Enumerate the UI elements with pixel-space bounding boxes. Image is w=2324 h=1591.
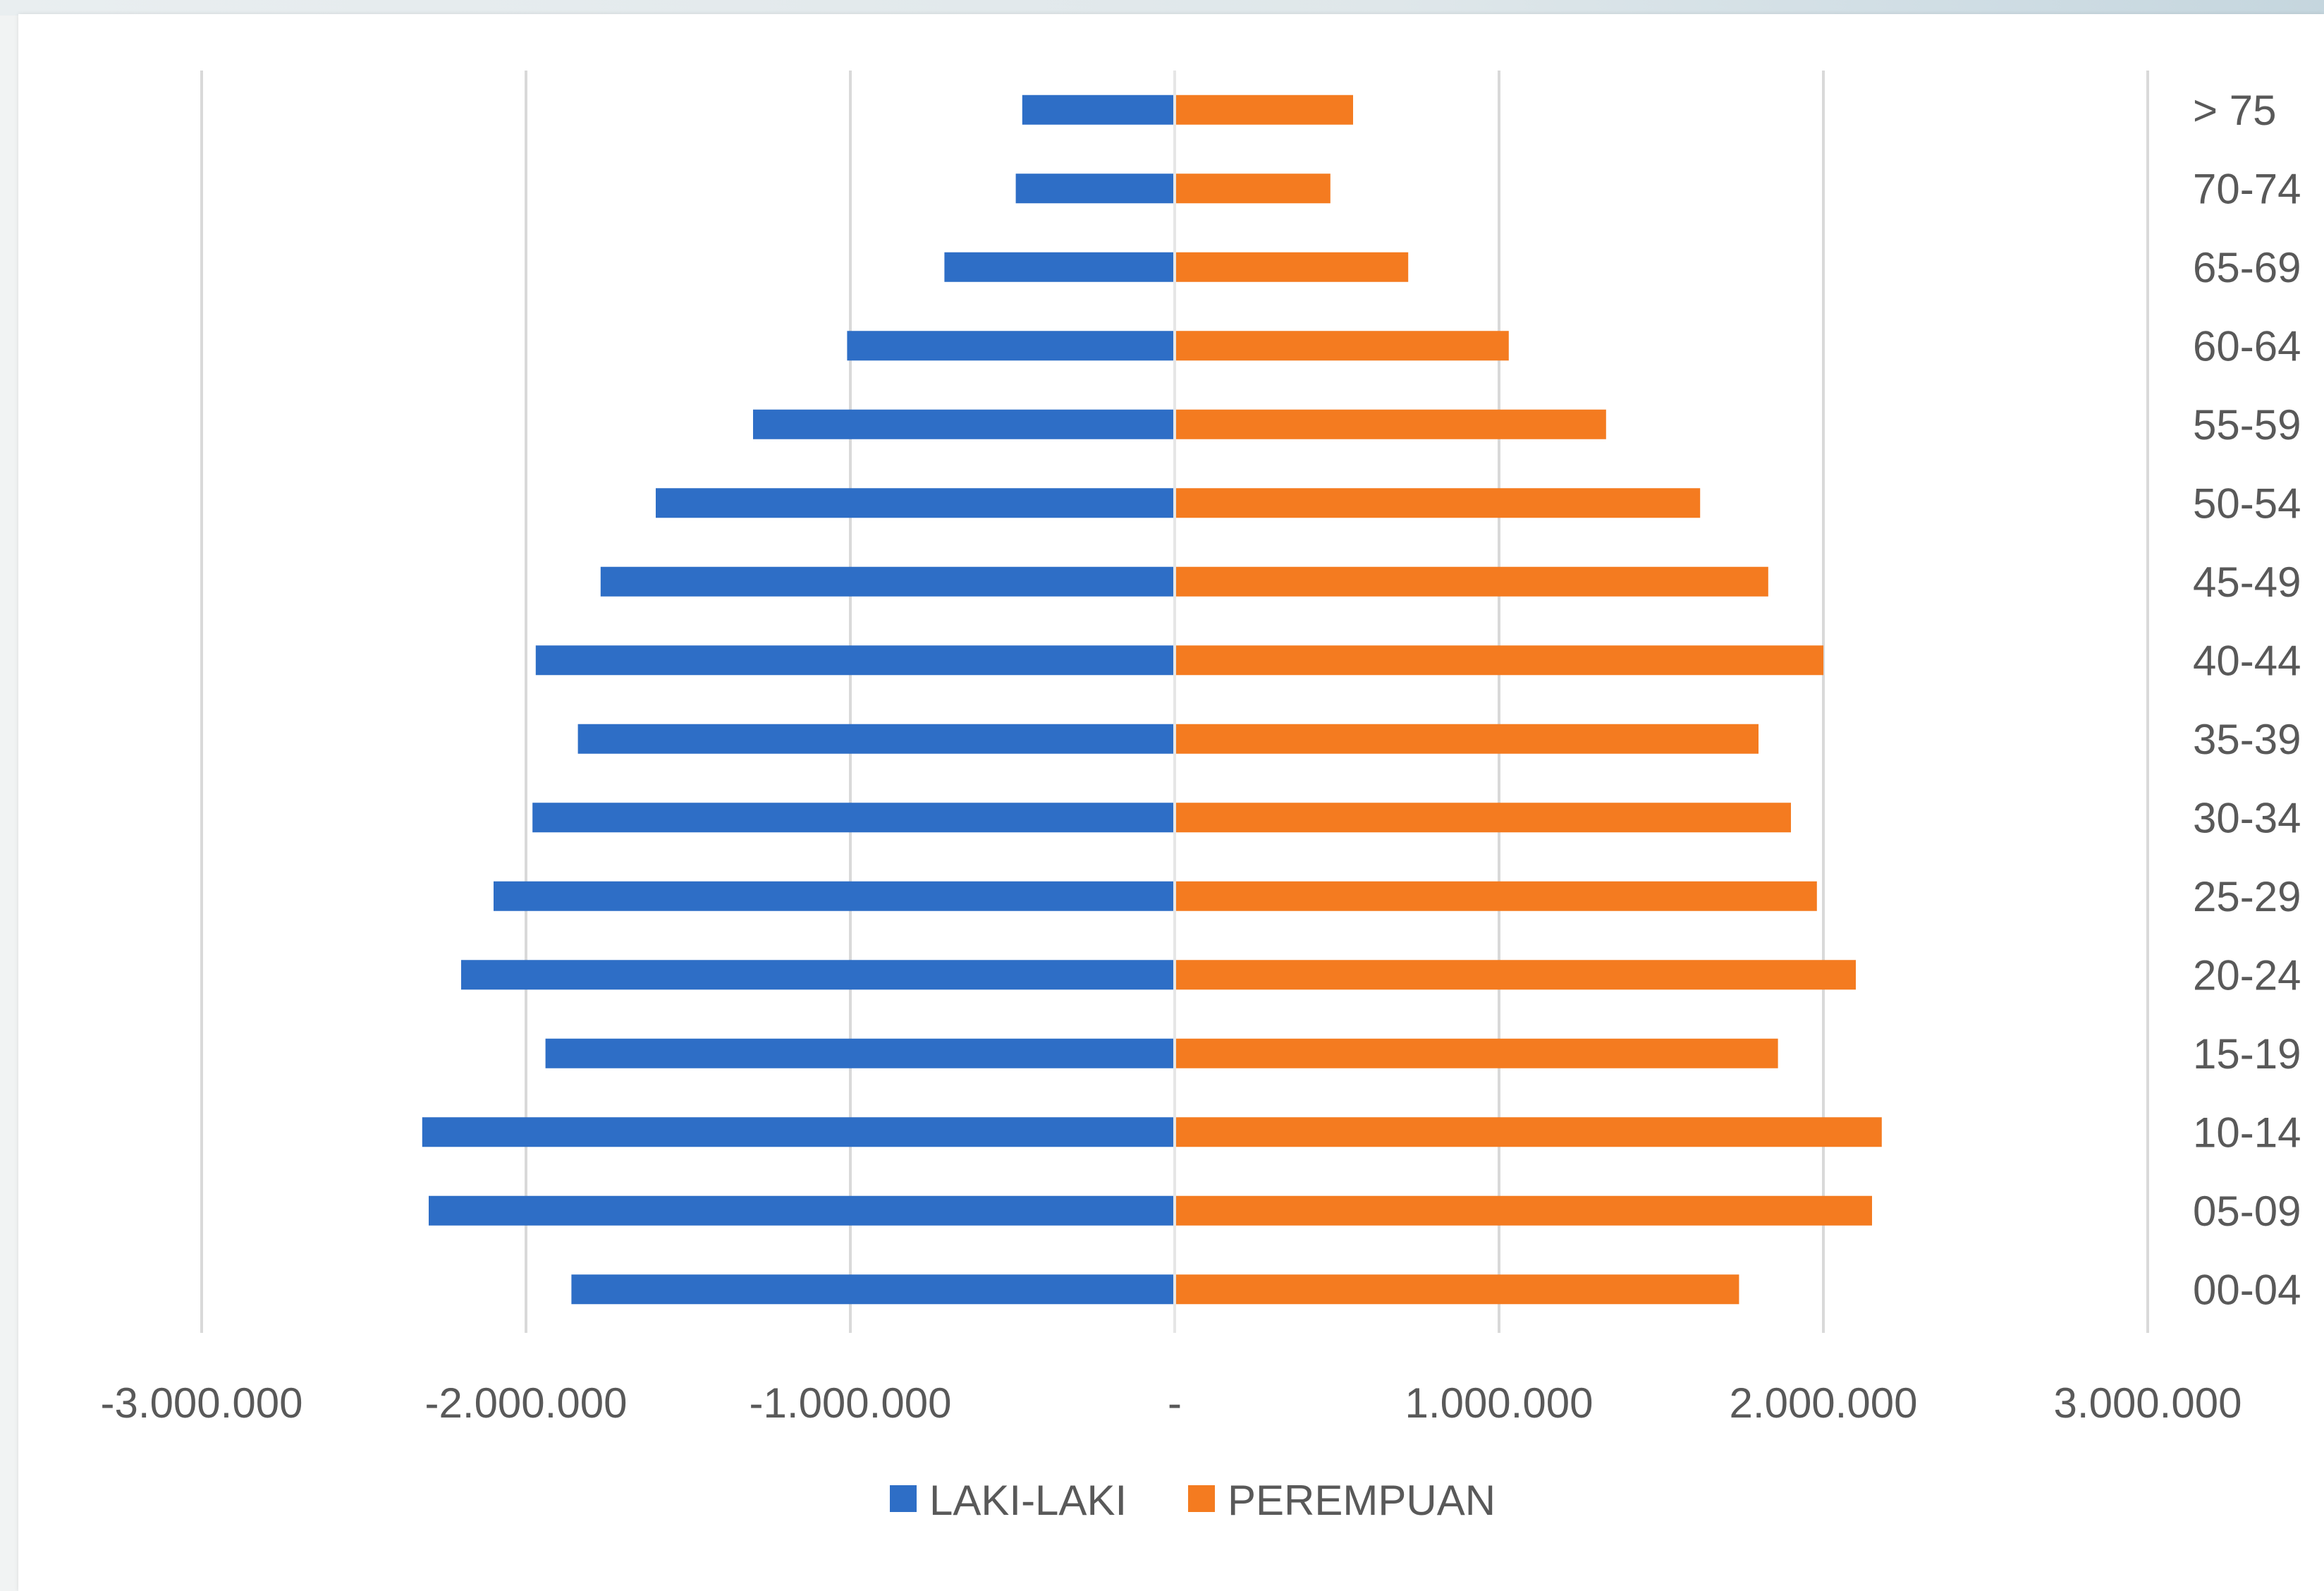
bar-perempuan-75 <box>1175 95 1353 125</box>
bar-laki-laki-4549 <box>600 566 1175 597</box>
bar-perempuan-4044 <box>1175 645 1823 676</box>
category-label: 60-64 <box>2193 322 2301 370</box>
bar-perempuan-4549 <box>1175 566 1768 597</box>
category-label: 25-29 <box>2193 873 2301 920</box>
category-label: > 75 <box>2193 87 2276 134</box>
legend-swatch-perempuan <box>1188 1485 1215 1512</box>
category-label: 10-14 <box>2193 1109 2301 1156</box>
legend-label-laki-laki: LAKI-LAKI <box>929 1477 1127 1524</box>
window-top-strip <box>0 0 2324 16</box>
x-tick-label: - <box>1168 1379 1182 1427</box>
bar-perempuan-3539 <box>1175 724 1759 754</box>
bar-laki-laki-3539 <box>577 724 1175 754</box>
legend-swatch-laki-laki <box>890 1485 917 1512</box>
bar-laki-laki-5054 <box>656 488 1175 518</box>
bar-laki-laki-4044 <box>535 645 1175 676</box>
bar-perempuan-0004 <box>1175 1274 1739 1305</box>
category-label: 65-69 <box>2193 244 2301 291</box>
category-label: 15-19 <box>2193 1030 2301 1078</box>
bar-laki-laki-6064 <box>847 331 1175 361</box>
bar-perempuan-6569 <box>1175 252 1409 282</box>
bar-perempuan-1519 <box>1175 1038 1778 1068</box>
bar-laki-laki-0509 <box>429 1195 1175 1226</box>
category-label: 00-04 <box>2193 1266 2301 1313</box>
bar-laki-laki-1519 <box>545 1038 1175 1068</box>
bar-perempuan-6064 <box>1175 331 1509 361</box>
bar-laki-laki-2529 <box>494 881 1175 911</box>
x-tick-label: -2.000.000 <box>425 1379 628 1427</box>
category-label: 20-24 <box>2193 951 2301 999</box>
bar-laki-laki-0004 <box>571 1274 1175 1305</box>
category-label: 35-39 <box>2193 716 2301 763</box>
bar-perempuan-2024 <box>1175 960 1856 990</box>
bar-laki-laki-75 <box>1022 95 1175 125</box>
bar-laki-laki-2024 <box>461 960 1175 990</box>
category-label: 55-59 <box>2193 401 2301 449</box>
category-label: 05-09 <box>2193 1188 2301 1235</box>
bar-perempuan-5559 <box>1175 409 1606 439</box>
bar-perempuan-7074 <box>1175 173 1331 204</box>
category-label: 70-74 <box>2193 165 2301 212</box>
legend-label-perempuan: PEREMPUAN <box>1228 1477 1496 1524</box>
x-tick-label: 1.000.000 <box>1405 1379 1594 1427</box>
category-label: 30-34 <box>2193 794 2301 841</box>
bar-laki-laki-3034 <box>532 803 1175 833</box>
x-tick-label: -1.000.000 <box>750 1379 952 1427</box>
bar-laki-laki-6569 <box>944 252 1175 282</box>
x-tick-label: 3.000.000 <box>2054 1379 2242 1427</box>
x-tick-label: 2.000.000 <box>1730 1379 1918 1427</box>
bar-perempuan-5054 <box>1175 488 1701 518</box>
bar-laki-laki-1014 <box>422 1117 1175 1147</box>
bar-perempuan-0509 <box>1175 1195 1872 1226</box>
bar-laki-laki-5559 <box>753 409 1175 439</box>
category-label: 45-49 <box>2193 559 2301 606</box>
category-label: 40-44 <box>2193 637 2301 684</box>
x-tick-label: -3.000.000 <box>101 1379 303 1427</box>
bar-perempuan-2529 <box>1175 881 1817 911</box>
bar-perempuan-1014 <box>1175 1117 1882 1147</box>
bar-laki-laki-7074 <box>1015 173 1175 204</box>
bar-perempuan-3034 <box>1175 803 1791 833</box>
category-label: 50-54 <box>2193 480 2301 527</box>
